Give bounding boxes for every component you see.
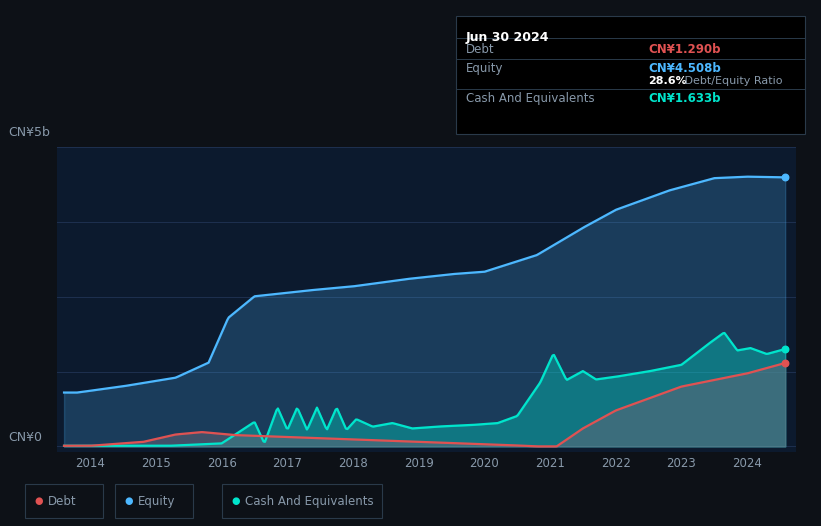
Text: CN¥0: CN¥0 [8,431,42,444]
Text: CN¥4.508b: CN¥4.508b [649,62,722,75]
Text: ●: ● [232,496,240,506]
Text: 28.6%: 28.6% [649,76,687,86]
Text: ●: ● [34,496,43,506]
Text: CN¥5b: CN¥5b [8,126,50,139]
Point [778,173,791,181]
Text: Debt: Debt [48,494,76,508]
Text: CN¥1.290b: CN¥1.290b [649,44,721,56]
Text: ●: ● [125,496,133,506]
Point [778,345,791,353]
Text: Jun 30 2024: Jun 30 2024 [466,31,549,44]
Text: Debt/Equity Ratio: Debt/Equity Ratio [681,76,783,86]
Point [778,359,791,367]
Text: CN¥1.633b: CN¥1.633b [649,93,721,105]
Text: Equity: Equity [138,494,176,508]
Text: Debt: Debt [466,44,494,56]
Text: Cash And Equivalents: Cash And Equivalents [245,494,374,508]
Text: Cash And Equivalents: Cash And Equivalents [466,93,594,105]
Text: Equity: Equity [466,62,503,75]
